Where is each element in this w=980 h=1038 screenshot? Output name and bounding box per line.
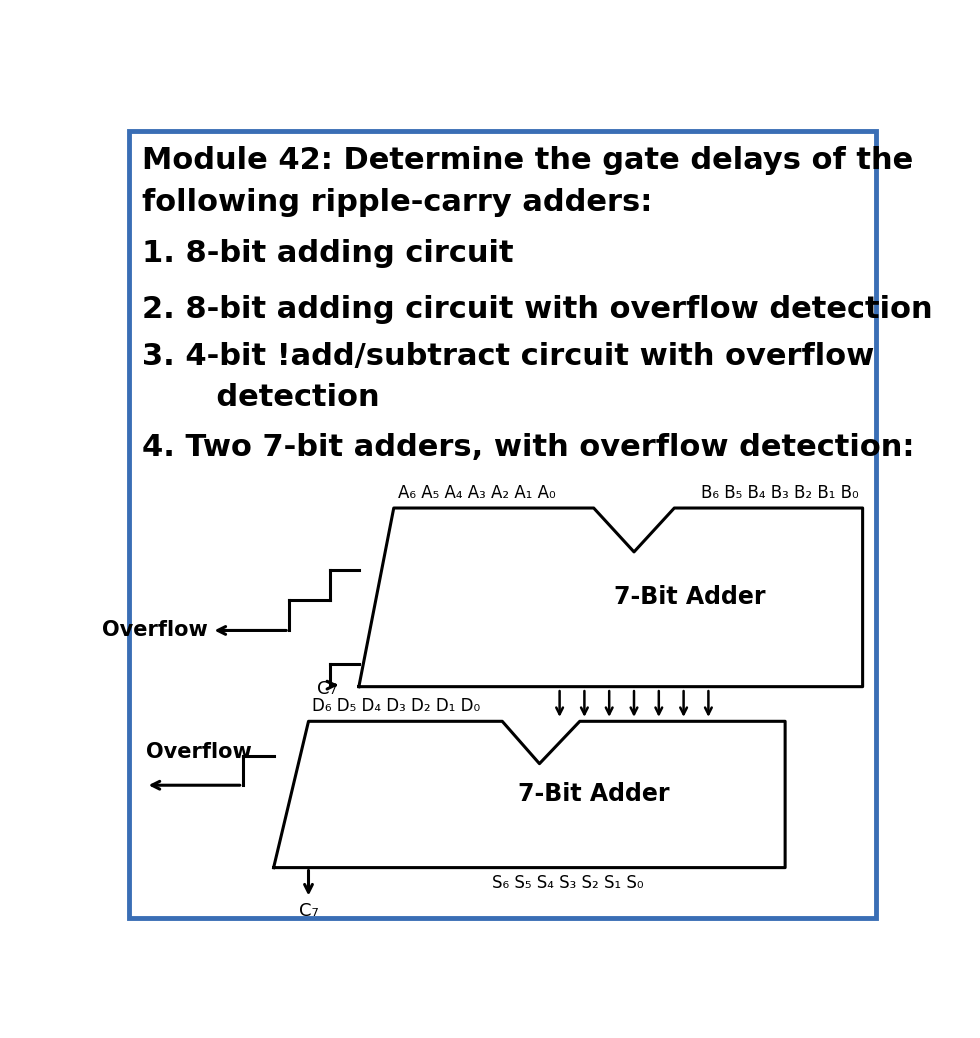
Text: 7-Bit Adder: 7-Bit Adder <box>614 585 766 609</box>
Text: 1. 8-bit adding circuit: 1. 8-bit adding circuit <box>142 239 514 268</box>
Text: following ripple-carry adders:: following ripple-carry adders: <box>142 188 653 217</box>
Text: 2. 8-bit adding circuit with overflow detection: 2. 8-bit adding circuit with overflow de… <box>142 296 933 325</box>
Text: C₇: C₇ <box>299 902 318 921</box>
Text: D₆ D₅ D₄ D₃ D₂ D₁ D₀: D₆ D₅ D₄ D₃ D₂ D₁ D₀ <box>313 698 480 715</box>
Text: Overflow: Overflow <box>146 742 252 762</box>
Text: 3. 4-bit !add/subtract circuit with overflow: 3. 4-bit !add/subtract circuit with over… <box>142 343 874 372</box>
Text: A₆ A₅ A₄ A₃ A₂ A₁ A₀: A₆ A₅ A₄ A₃ A₂ A₁ A₀ <box>398 484 556 501</box>
Text: detection: detection <box>142 383 379 411</box>
Text: S₆ S₅ S₄ S₃ S₂ S₁ S₀: S₆ S₅ S₄ S₃ S₂ S₁ S₀ <box>492 874 644 892</box>
Text: C₇: C₇ <box>318 680 337 698</box>
Text: Module 42: Determine the gate delays of the: Module 42: Determine the gate delays of … <box>142 146 913 175</box>
Text: 4. Two 7-bit adders, with overflow detection:: 4. Two 7-bit adders, with overflow detec… <box>142 433 914 462</box>
Text: B₆ B₅ B₄ B₃ B₂ B₁ B₀: B₆ B₅ B₄ B₃ B₂ B₁ B₀ <box>701 484 858 501</box>
Text: Overflow: Overflow <box>102 621 208 640</box>
Text: 7-Bit Adder: 7-Bit Adder <box>517 783 669 807</box>
